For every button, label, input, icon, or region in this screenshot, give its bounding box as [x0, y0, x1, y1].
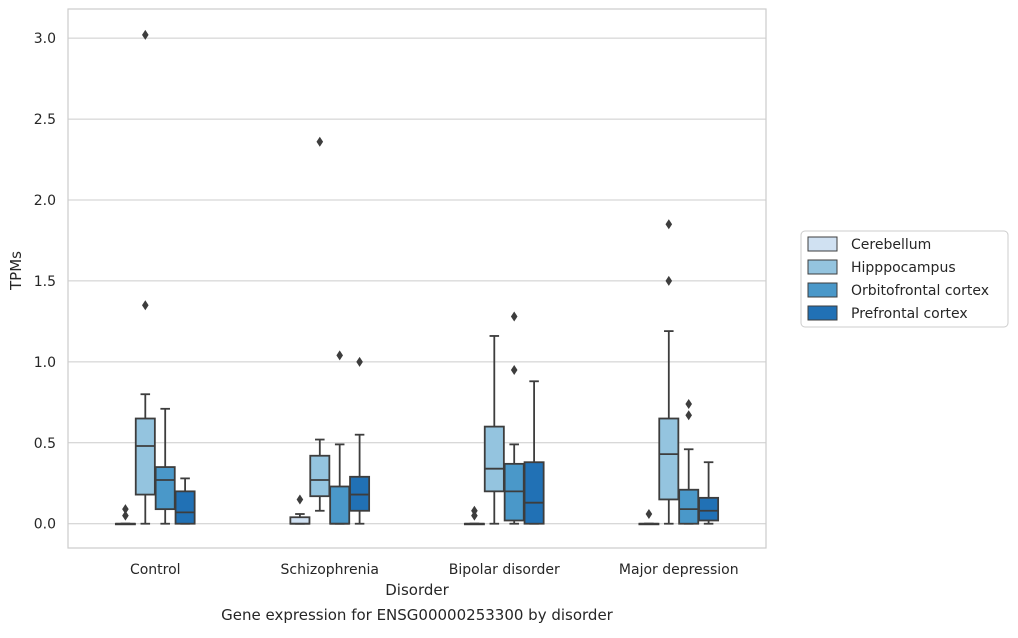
outlier-point	[122, 510, 129, 521]
x-tick-label: Bipolar disorder	[449, 562, 560, 578]
iqr-box	[329, 485, 351, 525]
y-tick-label: 0.0	[34, 517, 56, 533]
x-tick-label: Major depression	[619, 562, 739, 578]
iqr-box	[698, 496, 720, 522]
legend-label: Prefrontal cortex	[851, 306, 968, 322]
outlier-point	[665, 219, 673, 230]
iqr-box	[154, 466, 176, 511]
box-1-1	[309, 136, 331, 512]
iqr-box	[678, 488, 700, 525]
box-1-0	[134, 29, 156, 525]
box-3-2	[523, 380, 545, 525]
box-0-2	[463, 505, 485, 526]
outlier-point	[510, 311, 518, 322]
iqr-box	[309, 454, 331, 498]
iqr-box	[523, 461, 545, 525]
outlier-point	[685, 398, 692, 409]
y-tick-label: 2.5	[34, 112, 56, 128]
chart-caption: Gene expression for ENSG00000253300 by d…	[221, 606, 613, 624]
iqr-box	[289, 516, 311, 525]
y-tick-label: 1.5	[34, 274, 56, 290]
y-tick-label: 0.5	[34, 436, 56, 452]
legend-label: Orbitofrontal cortex	[851, 283, 989, 299]
box-3-0	[174, 477, 196, 525]
outlier-point	[142, 300, 149, 311]
outlier-point	[122, 504, 129, 515]
y-axis-label: TPMs	[7, 251, 25, 291]
outlier-point	[296, 494, 304, 505]
legend-frame	[800, 230, 1009, 328]
y-tick-label: 1.0	[34, 355, 56, 371]
outlier-point	[316, 136, 324, 147]
legend-swatch	[807, 236, 838, 252]
x-tick-label: Schizophrenia	[281, 562, 379, 578]
box-0-1	[289, 494, 311, 525]
box-2-2	[503, 311, 525, 525]
outlier-point	[645, 509, 653, 520]
outlier-point	[142, 29, 149, 40]
plot-frame	[67, 8, 767, 549]
iqr-box	[658, 417, 680, 501]
box-0-3	[638, 509, 660, 526]
legend-swatch	[807, 282, 838, 298]
x-tick-label: Control	[130, 562, 181, 578]
legend: Cerebellum Hipppocampus Orbitofrontal cort…	[800, 230, 1009, 328]
legend-label: Hipppocampus	[851, 260, 956, 276]
box-0-0	[114, 504, 136, 526]
legend-label: Cerebellum	[851, 237, 931, 253]
outlier-point	[471, 505, 478, 516]
box-1-3	[658, 219, 680, 525]
outlier-point	[665, 275, 673, 286]
iqr-box	[134, 417, 156, 496]
outlier-point	[336, 350, 343, 361]
legend-swatch	[807, 259, 838, 275]
outlier-point	[356, 356, 363, 367]
box-2-3	[678, 398, 700, 525]
box-2-0	[154, 407, 176, 525]
y-tick-label: 3.0	[34, 31, 56, 47]
x-axis-label: Disorder	[385, 581, 449, 599]
iqr-box	[483, 425, 505, 493]
legend-swatch	[807, 305, 838, 321]
outlier-point	[685, 410, 692, 421]
y-tick-label: 2.0	[34, 193, 56, 209]
box-2-1	[329, 350, 351, 525]
box-1-2	[483, 335, 505, 525]
outlier-point	[510, 364, 518, 375]
iqr-box	[174, 490, 196, 525]
box-3-1	[349, 356, 371, 525]
box-3-3	[698, 461, 720, 525]
